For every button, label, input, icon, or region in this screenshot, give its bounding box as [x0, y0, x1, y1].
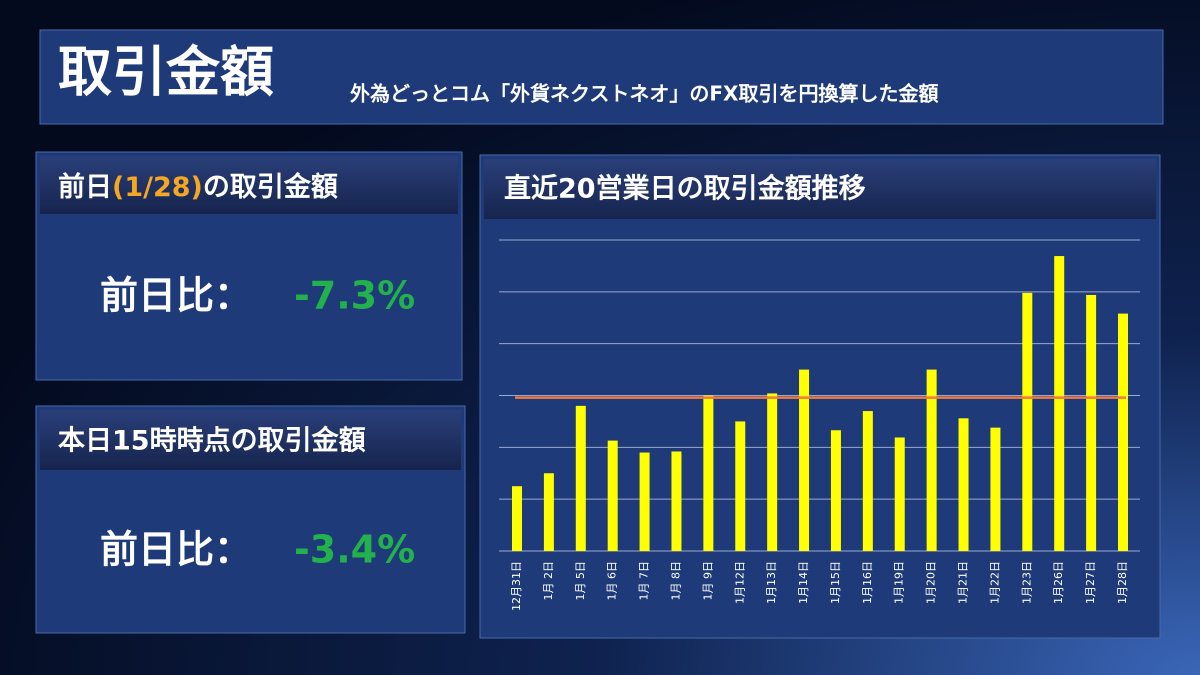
- bar: [990, 427, 1001, 551]
- x-tick-label: 1月19日: [893, 561, 906, 604]
- bar: [894, 437, 905, 551]
- header-subtitle: 外為どっとコム「外貨ネクストネオ」のFX取引を円換算した金額: [350, 82, 938, 106]
- x-tick-label: 1月21日: [957, 561, 970, 604]
- bar: [1086, 294, 1097, 551]
- x-tick-label: 1月 9日: [701, 561, 714, 601]
- chart-title-bar: [484, 159, 1156, 219]
- panel-title-bar: [40, 156, 458, 214]
- header-box: [39, 29, 1164, 125]
- x-tick-label: 1月26日: [1052, 561, 1065, 604]
- bar: [1022, 292, 1033, 551]
- chart-title: 直近20営業日の取引金額推移: [504, 173, 866, 205]
- bar: [1118, 313, 1128, 551]
- bar: [575, 405, 586, 551]
- bar: [639, 452, 650, 551]
- x-tick-label: 1月13日: [765, 561, 778, 604]
- panel-title: 本日15時時点の取引金額: [58, 425, 366, 457]
- x-tick-label: 1月28日: [1116, 561, 1129, 604]
- x-tick-label: 1月15日: [829, 561, 842, 604]
- x-tick-label: 1月 6日: [606, 561, 619, 601]
- x-tick-label: 1月20日: [925, 561, 938, 604]
- x-tick-label: 1月23日: [1020, 561, 1033, 604]
- bar: [543, 473, 554, 551]
- bar: [512, 486, 522, 551]
- panel-label: 前日比：: [100, 274, 252, 318]
- panel-value: -3.4%: [294, 528, 415, 572]
- bar: [830, 430, 841, 551]
- panel-title-part: 前日: [58, 171, 112, 203]
- x-tick-label: 1月22日: [988, 561, 1001, 604]
- panel-title-part: の取引金額: [203, 171, 338, 203]
- header-title: 取引金額: [58, 41, 274, 104]
- x-tick-label: 12月31日: [510, 561, 523, 611]
- panel-title-date: (1/28): [112, 172, 203, 203]
- bar: [958, 418, 969, 551]
- x-tick-label: 1月 5日: [574, 561, 587, 601]
- panel-value: -7.3%: [294, 274, 415, 318]
- bar: [926, 369, 937, 551]
- x-tick-label: 1月 7日: [638, 561, 651, 601]
- x-tick-label: 1月 8日: [669, 561, 682, 601]
- bar: [703, 395, 714, 551]
- bar: [607, 440, 618, 551]
- x-tick-label: 1月27日: [1084, 561, 1097, 604]
- bar: [862, 411, 873, 551]
- x-tick-label: 1月 2日: [542, 561, 555, 601]
- plot: 12月31日 1月 2日 1月 5日 1月 6日 1月 7日 1月 8日 1月 9日 1月12…: [499, 239, 1140, 611]
- panel-title-bar: [40, 410, 461, 470]
- panel-label: 前日比：: [100, 528, 252, 572]
- bar: [735, 421, 746, 551]
- x-tick-label: 1月12日: [733, 561, 746, 604]
- bar: [799, 369, 810, 551]
- bar: [671, 451, 682, 551]
- x-tick-label: 1月16日: [861, 561, 874, 604]
- x-tick-label: 1月14日: [797, 561, 810, 604]
- bar: [1054, 256, 1065, 551]
- panel-title: 前日(1/28)の取引金額: [58, 171, 338, 203]
- bar: [767, 393, 778, 551]
